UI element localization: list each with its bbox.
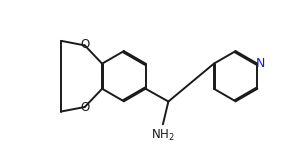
- Text: N: N: [256, 57, 265, 70]
- Text: NH$_2$: NH$_2$: [151, 128, 175, 143]
- Text: O: O: [81, 101, 90, 114]
- Text: O: O: [81, 38, 90, 51]
